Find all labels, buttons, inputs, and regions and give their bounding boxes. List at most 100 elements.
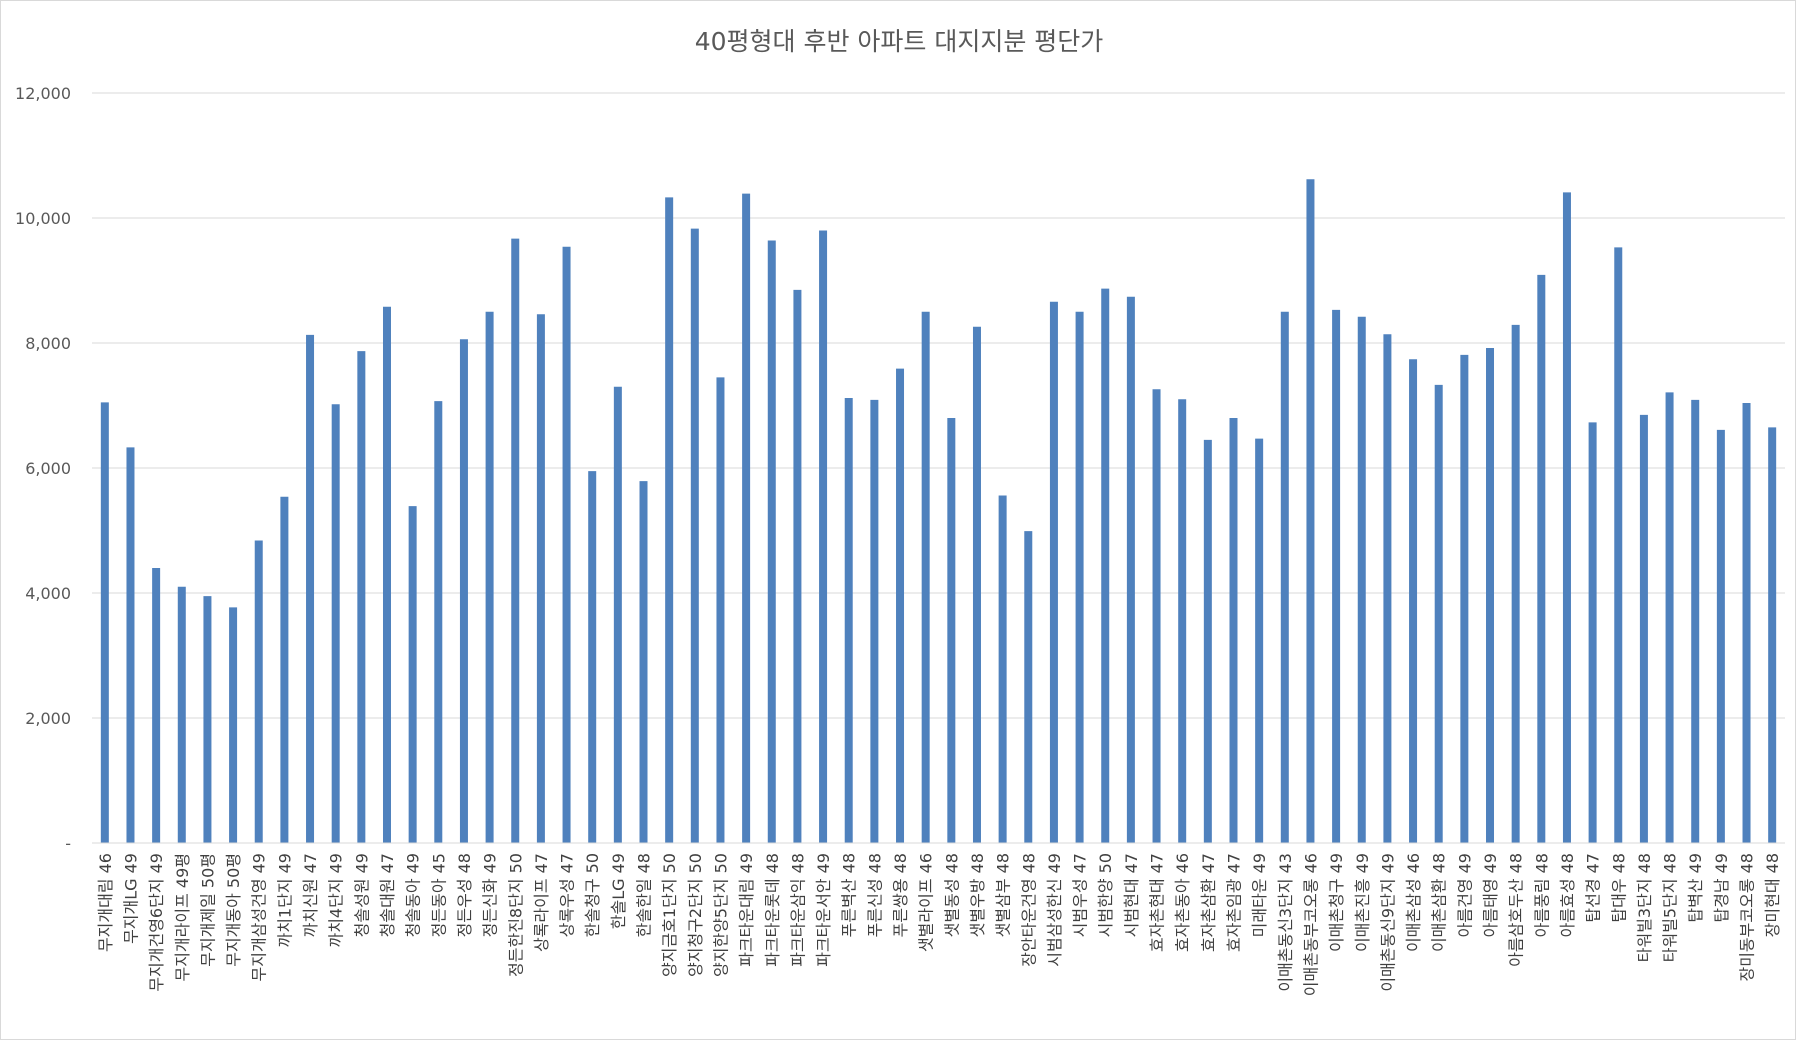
bar: [126, 447, 135, 843]
x-tick-label: 양지금호1단지 50: [660, 853, 679, 977]
x-tick-label: 이매촌삼환 48: [1430, 853, 1449, 952]
x-tick-label: 정든한진8단지 50: [506, 853, 525, 977]
bar: [1665, 392, 1674, 843]
bar: [511, 238, 520, 843]
bar: [382, 306, 391, 843]
x-tick-label: 아름풍림 48: [1532, 853, 1551, 937]
x-tick-label: 샛별동성 48: [942, 853, 961, 937]
x-tick-label: 효자촌임광 47: [1224, 853, 1243, 952]
chart-title: 40평형대 후반 아파트 대지지분 평단가: [694, 27, 1104, 56]
x-tick-label: 까치1단지 49: [275, 853, 294, 948]
x-tick-label: 아름효성 48: [1558, 853, 1577, 937]
bar: [1383, 334, 1392, 843]
bar: [793, 289, 802, 843]
bar: [665, 197, 674, 843]
bar: [819, 230, 828, 843]
bar: [152, 568, 161, 843]
y-tick-label: 2,000: [25, 709, 71, 728]
x-tick-label: 이매촌동부코오롱 46: [1301, 853, 1320, 996]
bar: [1332, 309, 1341, 843]
bar: [434, 401, 443, 843]
x-tick-label: 청솔대원 47: [378, 853, 397, 937]
y-tick-label: 12,000: [15, 84, 71, 103]
bar: [1742, 403, 1751, 843]
x-tick-label: 샛별삼부 48: [994, 853, 1013, 937]
x-tick-label: 탑대우 48: [1609, 853, 1628, 923]
bar: [588, 471, 597, 843]
bar: [536, 314, 545, 843]
x-tick-label: 파크타운삼익 48: [788, 853, 807, 967]
x-tick-label: 이매촌동신9단지 49: [1378, 853, 1397, 992]
bar: [1357, 316, 1366, 843]
x-tick-label: 파크타운대림 49: [737, 853, 756, 967]
x-tick-label: 효자촌삼환 47: [1199, 853, 1218, 952]
bar: [1716, 429, 1725, 843]
y-tick-label: -: [65, 834, 71, 853]
bar: [485, 311, 494, 843]
bar: [870, 399, 879, 843]
bar: [896, 368, 905, 843]
x-tick-label: 탑경남 49: [1712, 853, 1731, 923]
bar: [1537, 274, 1546, 843]
bar: [100, 402, 109, 843]
x-tick-label: 청솔동아 49: [404, 853, 423, 937]
y-axis: - 2,000 4,000 6,000 8,000 10,000 12,000: [15, 84, 71, 853]
bar: [1178, 399, 1187, 843]
x-tick-label: 이매촌청구 49: [1327, 853, 1346, 952]
x-tick-label: 무지개동아 50평: [224, 853, 243, 967]
bar: [639, 481, 648, 843]
x-tick-label: 탑벽산 49: [1686, 853, 1705, 923]
bar: [1101, 288, 1110, 843]
bar: [1203, 439, 1212, 843]
bar: [1409, 359, 1418, 843]
bar: [562, 246, 571, 843]
bar: [690, 228, 699, 843]
bar: [280, 496, 289, 843]
bar: [459, 339, 468, 843]
x-tick-label: 효자촌현대 47: [1148, 853, 1167, 952]
bar: [947, 418, 956, 843]
bar: [1024, 531, 1033, 843]
bar: [408, 506, 417, 843]
x-tick-label: 무지개LG 49: [121, 853, 140, 944]
bar: [1639, 414, 1648, 843]
x-tick-label: 무지개제일 50평: [198, 853, 217, 967]
bar: [1614, 247, 1623, 843]
x-tick-label: 시범우성 47: [1071, 853, 1090, 937]
bar: [767, 240, 776, 843]
x-tick-label: 정든동아 45: [429, 853, 448, 937]
x-tick-label: 장미동부코오롱 48: [1738, 853, 1757, 982]
bar: [1229, 418, 1238, 843]
x-tick-label: 아름태영 49: [1481, 853, 1500, 937]
bar: [1768, 427, 1777, 843]
x-tick-label: 무지개삼성건영 49: [250, 853, 269, 982]
x-tick-label: 이매촌삼성 46: [1404, 853, 1423, 952]
bar: [921, 311, 930, 843]
x-tick-label: 상록우성 47: [558, 853, 577, 937]
bar: [1460, 354, 1469, 843]
x-tick-label: 한솔LG 49: [609, 853, 628, 929]
x-tick-label: 무지개라이프 49평: [173, 853, 192, 982]
x-tick-label: 타워빌5단지 48: [1661, 853, 1680, 962]
x-tick-label: 무지개대림 46: [96, 853, 115, 952]
bars: [100, 179, 1777, 843]
x-tick-label: 푸른쌍용 48: [891, 853, 910, 937]
x-tick-label: 탑선경 47: [1584, 853, 1603, 923]
bar: [1434, 384, 1443, 843]
x-tick-label: 시범한양 50: [1096, 853, 1115, 937]
bar: [331, 404, 340, 843]
x-tick-label: 장안타운건영 48: [1019, 853, 1038, 967]
bar: [1255, 438, 1264, 843]
x-tick-label: 타워빌3단지 48: [1635, 853, 1654, 962]
x-tick-label: 시범현대 47: [1122, 853, 1141, 937]
bar: [1562, 192, 1571, 843]
x-tick-label: 상록라이프 47: [532, 853, 551, 952]
bar: [998, 495, 1007, 843]
bar: [972, 326, 981, 843]
bar: [1306, 179, 1315, 843]
bar: [1280, 311, 1289, 843]
x-tick-label: 파크타운롯데 48: [763, 853, 782, 967]
bar: [1075, 311, 1084, 843]
x-tick-label: 샛별우방 48: [968, 853, 987, 937]
bar: [357, 351, 366, 843]
